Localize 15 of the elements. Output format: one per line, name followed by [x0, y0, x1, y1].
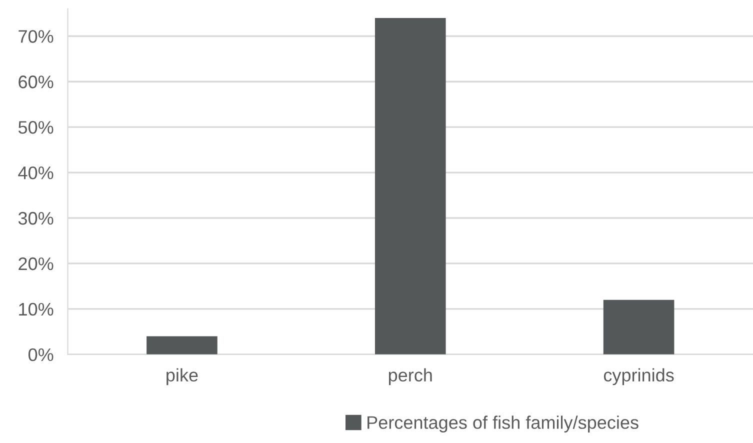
legend-label: Percentages of fish family/species [368, 416, 638, 432]
y-tick-label: 50% [18, 121, 54, 134]
y-tick-label: 30% [18, 212, 54, 225]
y-tick-label: 20% [18, 257, 54, 270]
x-tick-label: cyprinids [604, 368, 674, 386]
bar [603, 300, 674, 354]
y-tick-label: 40% [18, 166, 54, 180]
x-tick-label: pike [166, 368, 198, 386]
x-tick-label: perch [388, 368, 432, 386]
y-tick-label: 60% [18, 76, 54, 88]
y-tick-label: 70% [18, 30, 54, 43]
bar [374, 18, 446, 354]
bar [146, 336, 218, 354]
y-tick-label: 10% [19, 302, 54, 316]
y-tick-label: 0% [28, 348, 54, 362]
